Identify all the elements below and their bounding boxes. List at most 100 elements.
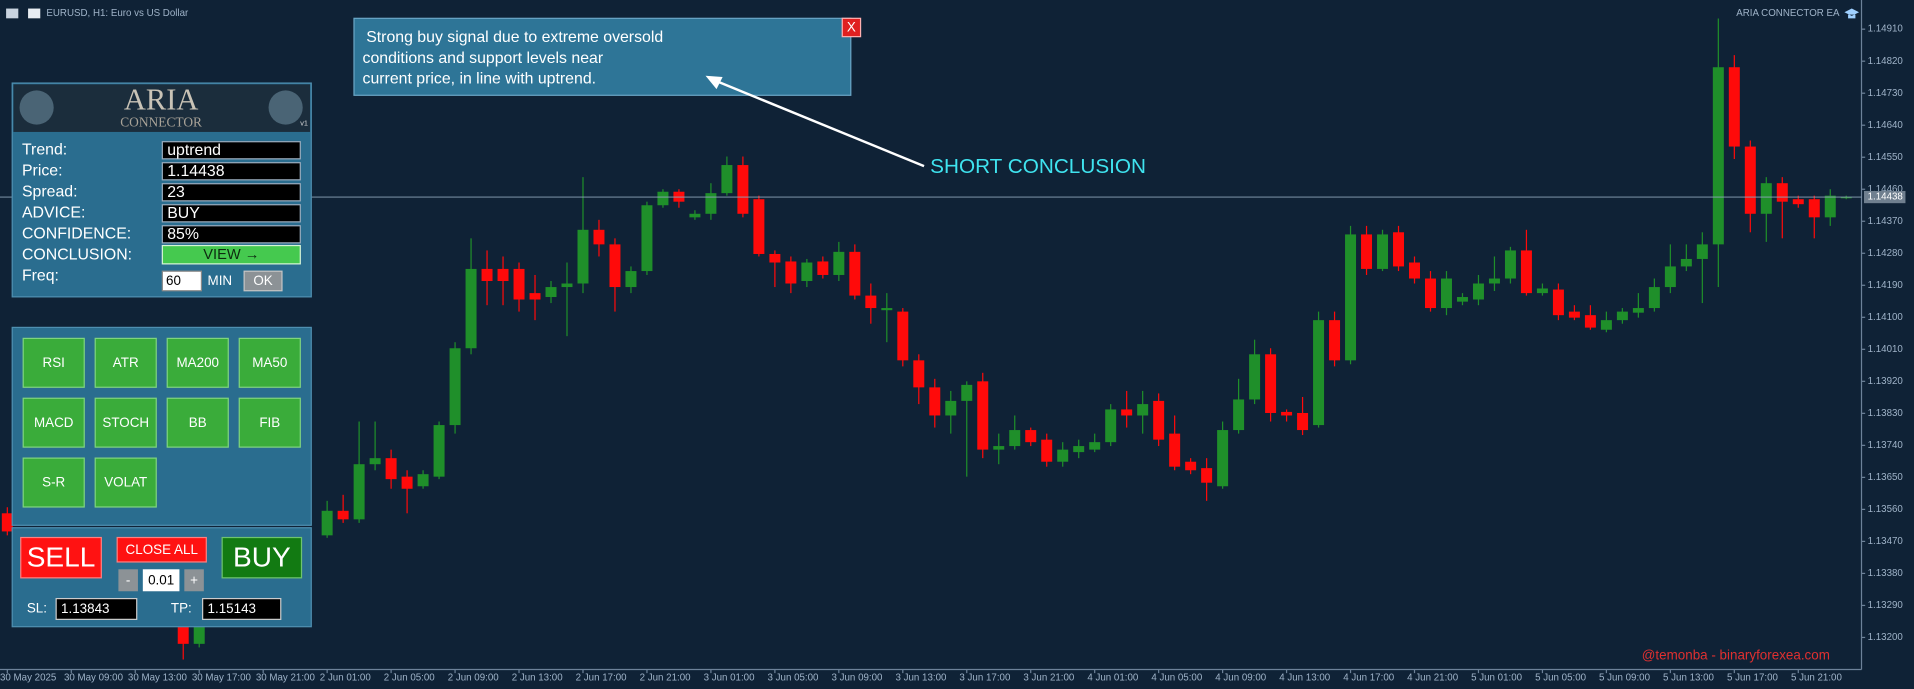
view-button-label[interactable]: VIEW → <box>203 247 259 263</box>
popup-line: Strong buy signal due to extreme oversol… <box>366 29 663 46</box>
candle-body <box>1233 399 1245 431</box>
popup-close-label[interactable]: X <box>847 20 856 35</box>
lot-input[interactable] <box>142 569 180 592</box>
candle-body <box>1 513 13 532</box>
sl-value[interactable]: 1.13843 <box>61 601 110 616</box>
indicator-button[interactable] <box>166 397 229 448</box>
candle-body <box>833 251 845 275</box>
chart-icon[interactable] <box>28 8 41 19</box>
candle-body <box>1217 430 1229 487</box>
lot-plus[interactable] <box>184 569 204 592</box>
popup-line: conditions and support levels near <box>363 50 604 67</box>
symbol-label: EURUSD, H1: Euro vs US Dollar <box>46 8 189 19</box>
x-tick-label: 30 May 09:00 <box>64 673 124 684</box>
y-tick-label: 1.13740 <box>1868 440 1904 451</box>
indicator-label[interactable]: BB <box>189 415 207 430</box>
lot-plus-label[interactable]: + <box>190 572 198 587</box>
x-tick-label: 2 Jun 09:00 <box>448 673 500 684</box>
candle-body <box>1041 439 1053 462</box>
ok-button[interactable] <box>243 270 283 292</box>
ok-label[interactable]: OK <box>253 273 272 288</box>
close-all-label[interactable]: CLOSE ALL <box>126 542 199 557</box>
lot-minus[interactable] <box>118 569 138 592</box>
tp-value[interactable]: 1.15143 <box>208 601 257 616</box>
logo-version: v1 <box>300 118 308 127</box>
x-tick-label: 5 Jun 09:00 <box>1599 673 1651 684</box>
candle-body <box>1361 234 1373 269</box>
candle-body <box>1201 468 1213 483</box>
candle-body <box>1456 297 1468 302</box>
popup-close[interactable] <box>841 17 862 38</box>
candle-body <box>817 261 829 275</box>
tp-input[interactable] <box>202 597 282 620</box>
y-tick-label: 1.14100 <box>1868 312 1904 323</box>
candle-body <box>433 425 445 477</box>
indicator-label[interactable]: MA50 <box>252 355 287 370</box>
candle-body <box>1297 412 1309 431</box>
x-tick-label: 3 Jun 17:00 <box>959 673 1011 684</box>
info-box <box>161 204 301 223</box>
indicator-label[interactable]: MA200 <box>176 355 219 370</box>
freq-input[interactable] <box>161 270 203 292</box>
candle-body <box>961 384 973 401</box>
indicator-button[interactable] <box>22 337 85 388</box>
lot-minus-label[interactable]: - <box>126 572 130 587</box>
logo-head-right <box>268 90 303 125</box>
sl-input[interactable] <box>55 597 138 620</box>
buy-label[interactable]: BUY <box>233 541 291 572</box>
candle-body <box>641 205 653 272</box>
x-tick-label: 5 Jun 01:00 <box>1471 673 1523 684</box>
candle-body <box>1377 234 1389 269</box>
x-tick-label: 30 May 17:00 <box>192 673 252 684</box>
info-value: 85% <box>167 226 199 243</box>
indicator-button[interactable] <box>238 397 301 448</box>
y-tick-label: 1.13380 <box>1868 568 1904 579</box>
x-tick-label: 5 Jun 21:00 <box>1791 673 1843 684</box>
lot-value[interactable]: 0.01 <box>148 572 174 587</box>
candle-body <box>561 283 573 288</box>
info-label: Trend: <box>22 141 67 158</box>
indicator-label[interactable]: STOCH <box>102 415 149 430</box>
indicator-label[interactable]: ATR <box>113 355 139 370</box>
x-tick-label: 3 Jun 13:00 <box>895 673 947 684</box>
sell-button[interactable] <box>20 536 102 579</box>
candle-body <box>1425 278 1436 309</box>
indicator-button[interactable] <box>238 337 301 388</box>
indicator-button[interactable] <box>22 397 85 448</box>
indicator-label[interactable]: FIB <box>259 415 280 430</box>
sell-label[interactable]: SELL <box>27 541 96 572</box>
candle-body <box>849 251 861 296</box>
popup <box>353 17 852 96</box>
menu-icon[interactable] <box>6 8 19 19</box>
candle-body <box>321 510 333 536</box>
candle-body <box>721 165 733 194</box>
info-rows: Trend: uptrend Price: 1.14438 Spread: 23 ADVIC… <box>22 141 301 244</box>
candle-body <box>977 381 989 450</box>
candle-body <box>993 446 1005 450</box>
freq-value[interactable]: 60 <box>166 273 181 288</box>
ea-name: ARIA CONNECTOR EA <box>1736 8 1840 19</box>
indicator-button[interactable] <box>94 457 157 508</box>
indicator-button[interactable] <box>94 337 157 388</box>
candle-body <box>1520 250 1532 294</box>
candle-body <box>1712 67 1724 245</box>
indicator-button[interactable] <box>166 337 229 388</box>
indicator-button[interactable] <box>22 457 85 508</box>
y-tick-label: 1.13830 <box>1868 408 1904 419</box>
indicator-label[interactable]: MACD <box>34 415 74 430</box>
indicator-label[interactable]: VOLAT <box>104 475 147 490</box>
close-all-button[interactable] <box>116 536 207 563</box>
indicator-label[interactable]: RSI <box>43 355 65 370</box>
candle-body <box>1265 354 1277 413</box>
candle-body <box>1536 288 1548 294</box>
buy-button[interactable] <box>221 536 303 579</box>
indicator-label[interactable]: S-R <box>42 475 65 490</box>
y-tick-label: 1.13650 <box>1868 472 1904 483</box>
view-button[interactable] <box>161 244 301 265</box>
x-tick-label: 30 May 13:00 <box>128 673 188 684</box>
candle-body <box>753 199 765 254</box>
indicator-button[interactable] <box>94 397 157 448</box>
info-box <box>161 141 301 160</box>
x-tick-label: 3 Jun 09:00 <box>832 673 884 684</box>
